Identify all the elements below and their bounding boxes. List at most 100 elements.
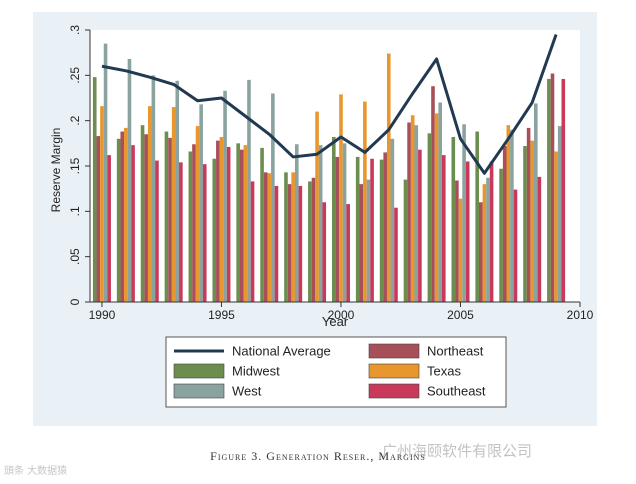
- bar-southeast-2005: [465, 161, 470, 302]
- chart-panel: 0 .05 .1 .15 .2 .25 .3 1990 1995 2000 2005 2010 Yea…: [33, 12, 597, 426]
- bar-southeast-2002: [394, 207, 398, 302]
- legend-label-northeast: Northeast: [427, 344, 484, 359]
- y-tick-label: .15: [68, 157, 82, 174]
- legend-label-southeast: Southeast: [427, 384, 486, 399]
- bar-midwest-2004: [427, 133, 432, 302]
- line-layer: [101, 34, 558, 175]
- bar-texas-1999: [315, 111, 319, 302]
- bar-northeast-2004: [431, 86, 435, 303]
- x-tick-label: 2005: [447, 308, 474, 322]
- bar-west-2000: [342, 143, 347, 302]
- bar-southeast-2001: [370, 158, 374, 302]
- bar-west-2009: [557, 126, 562, 302]
- legend-swatch-northeast: [368, 343, 420, 359]
- legend-swatch-west: [173, 383, 225, 399]
- x-tick-label: 1990: [89, 308, 116, 322]
- bar-texas-2002: [386, 53, 391, 302]
- bar-texas-1998: [291, 172, 295, 302]
- bar-northeast-1994: [192, 144, 196, 302]
- bar-midwest-1990: [92, 77, 97, 303]
- bar-west-2008: [534, 103, 538, 302]
- bar-midwest-1994: [188, 151, 193, 302]
- x-axis-title: Year: [322, 314, 349, 329]
- bar-northeast-1990: [96, 136, 101, 302]
- bar-northeast-1992: [144, 134, 148, 302]
- bar-midwest-2007: [499, 168, 503, 302]
- legend-label-west: West: [232, 384, 262, 399]
- bar-southeast-1994: [202, 164, 207, 302]
- bar-texas-1995: [219, 136, 224, 302]
- bar-midwest-2003: [403, 179, 408, 302]
- x-tick-label: 1995: [208, 308, 235, 322]
- bar-west-2001: [366, 179, 371, 302]
- bar-west-2006: [486, 177, 490, 302]
- bar-southeast-1998: [298, 185, 303, 302]
- legend-swatch-southeast: [368, 383, 420, 399]
- axes-layer: 0 .05 .1 .15 .2 .25 .3 1990 1995 2000 2005 2010: [68, 25, 594, 322]
- y-tick-label: .05: [68, 248, 82, 265]
- bar-southeast-2009: [561, 78, 566, 303]
- y-axis-title: Reserve Margin: [49, 128, 63, 213]
- bar-northeast-2000: [335, 156, 340, 302]
- chart-svg: 0 .05 .1 .15 .2 .25 .3 1990 1995 2000 2005 2010 Yea…: [49, 25, 594, 408]
- bar-west-1995: [223, 90, 227, 302]
- bar-west-1999: [318, 145, 323, 302]
- bar-midwest-1992: [140, 125, 145, 302]
- bar-northeast-2003: [407, 122, 411, 302]
- y-tick-label: .1: [68, 206, 82, 216]
- bar-southeast-2003: [418, 149, 422, 302]
- bar-texas-1997: [267, 173, 272, 302]
- watermark-source: 頭条 大数据猿: [4, 466, 68, 477]
- bar-west-2003: [414, 125, 419, 302]
- bar-west-1992: [151, 75, 156, 302]
- bar-midwest-2008: [523, 146, 527, 302]
- bar-texas-1991: [124, 127, 128, 302]
- bar-midwest-1991: [116, 138, 121, 302]
- bar-midwest-2002: [379, 159, 384, 302]
- bar-texas-2006: [482, 184, 487, 302]
- bar-northeast-2009: [550, 73, 555, 302]
- bar-northeast-2005: [455, 180, 459, 302]
- bars-layer: [92, 43, 566, 303]
- bar-midwest-1999: [308, 181, 312, 302]
- bar-northeast-1996: [239, 149, 244, 302]
- line-national-average: [101, 34, 558, 175]
- bar-texas-2008: [530, 140, 534, 302]
- bar-texas-1994: [195, 126, 200, 302]
- bar-northeast-2006: [478, 202, 483, 302]
- bar-west-2005: [462, 124, 466, 302]
- bar-west-1998: [294, 144, 299, 302]
- bar-southeast-1990: [107, 155, 111, 302]
- legend-label-texas: Texas: [427, 364, 461, 379]
- bar-midwest-2001: [355, 156, 360, 302]
- bar-southeast-2004: [441, 155, 446, 302]
- bar-northeast-2001: [359, 184, 364, 302]
- bar-west-1997: [271, 93, 275, 302]
- bar-midwest-2009: [547, 78, 551, 303]
- bar-southeast-1996: [250, 181, 255, 302]
- y-tick-label: 0: [68, 298, 82, 305]
- bar-northeast-2002: [383, 152, 387, 302]
- bar-midwest-1995: [212, 158, 217, 302]
- bar-midwest-1993: [164, 131, 169, 302]
- bar-southeast-2007: [513, 189, 518, 302]
- bar-texas-2007: [506, 125, 511, 302]
- bar-southeast-1993: [179, 162, 183, 302]
- bar-midwest-1996: [236, 143, 240, 302]
- x-tick-label: 2010: [567, 308, 594, 322]
- bar-southeast-2008: [537, 176, 542, 302]
- y-tick-label: .25: [68, 67, 82, 84]
- bar-northeast-2008: [526, 127, 531, 302]
- bar-texas-1992: [147, 106, 152, 302]
- bar-northeast-1995: [216, 140, 220, 302]
- bar-northeast-2007: [502, 146, 507, 302]
- bar-west-1994: [199, 104, 203, 302]
- bar-southeast-2006: [489, 161, 494, 302]
- bar-midwest-1997: [260, 147, 264, 302]
- bar-west-1991: [127, 59, 132, 303]
- legend-label-midwest: Midwest: [232, 364, 280, 379]
- bar-southeast-1991: [131, 145, 135, 302]
- bar-northeast-1999: [311, 177, 316, 302]
- bar-texas-2009: [554, 151, 558, 302]
- bar-northeast-1991: [120, 131, 125, 302]
